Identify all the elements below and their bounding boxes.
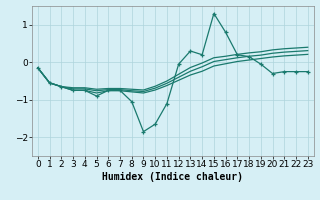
X-axis label: Humidex (Indice chaleur): Humidex (Indice chaleur)	[102, 172, 243, 182]
